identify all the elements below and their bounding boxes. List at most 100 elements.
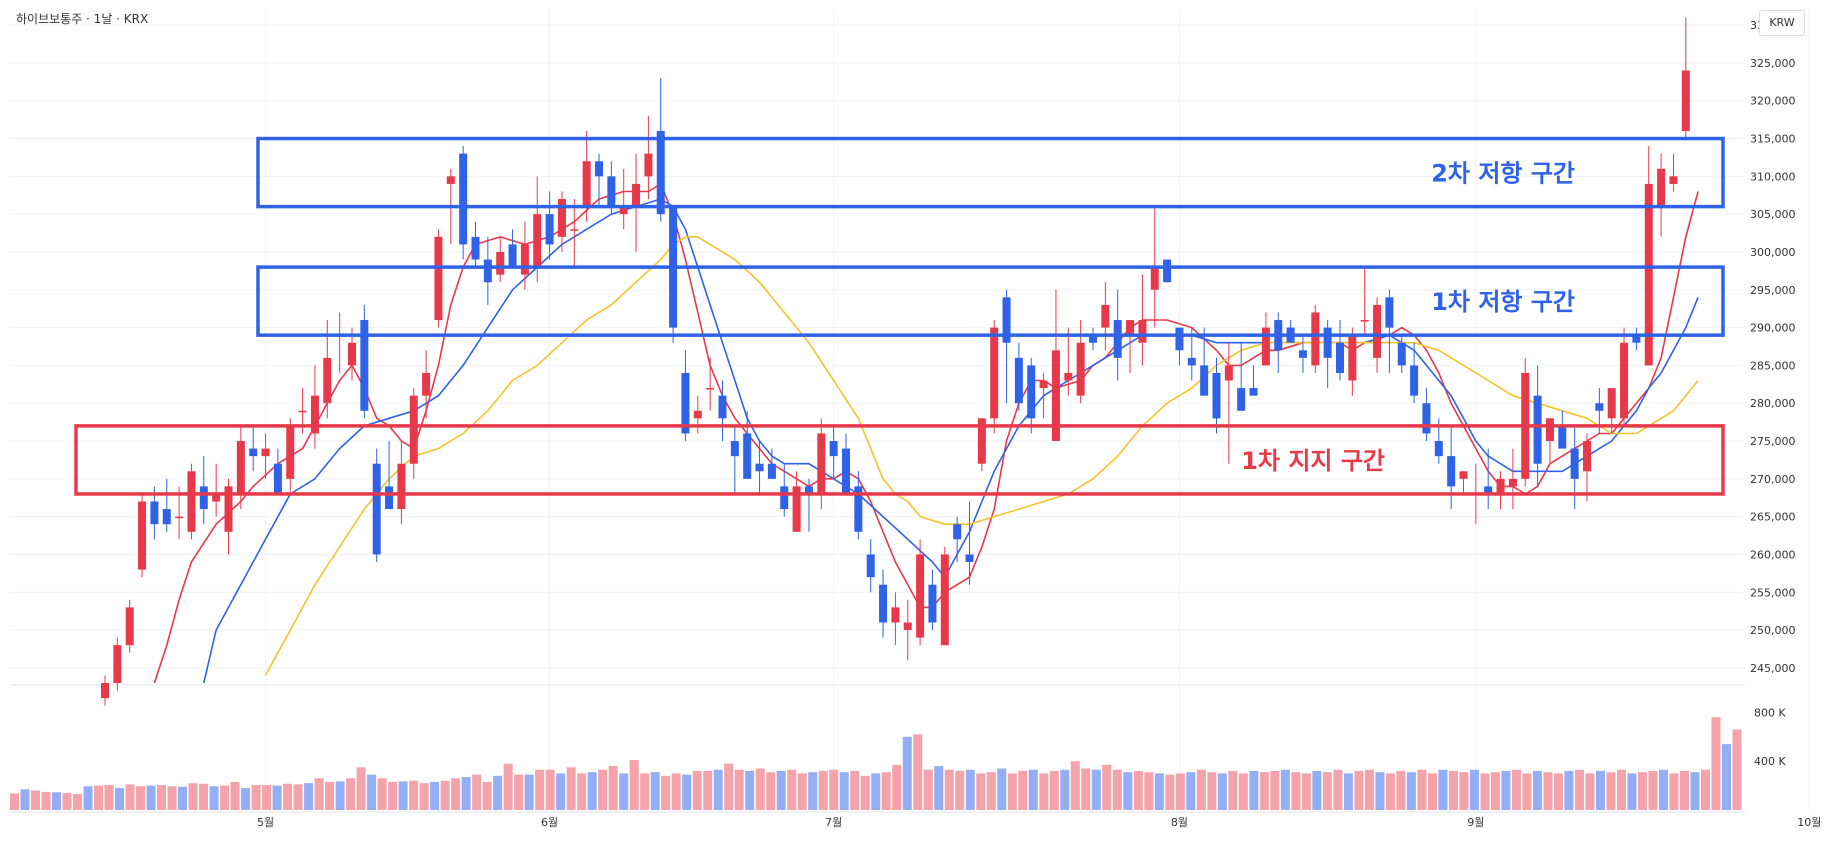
x-tick-label: 9월: [1467, 816, 1484, 829]
candle-body: [1447, 456, 1456, 487]
volume-bar: [1196, 769, 1206, 810]
candle-body: [1051, 350, 1060, 442]
volume-bar: [1396, 770, 1406, 810]
candle-body: [632, 183, 641, 207]
volume-bar: [587, 772, 597, 810]
volume-bar: [41, 791, 51, 810]
y-tick-label: 320,000: [1750, 95, 1796, 108]
volume-bar: [1574, 769, 1584, 810]
volume-bar: [1322, 772, 1332, 810]
volume-bar: [409, 780, 419, 810]
volume-bar: [860, 775, 870, 810]
y-tick-label: 245,000: [1750, 662, 1796, 675]
candle-body: [1570, 448, 1579, 479]
candle-body: [977, 418, 986, 464]
volume-bar: [545, 769, 555, 810]
candle-body: [1311, 312, 1320, 366]
volume-bar: [220, 785, 230, 810]
volume-bar: [661, 775, 671, 810]
volume-bar: [1007, 773, 1017, 810]
volume-bar: [1480, 773, 1490, 810]
candle-body: [224, 486, 233, 532]
candle-body: [286, 425, 295, 479]
volume-bar: [167, 786, 177, 810]
candle-body: [1237, 388, 1246, 411]
candle-body: [570, 229, 579, 231]
candle-body: [1101, 304, 1110, 328]
volume-bar: [766, 772, 776, 810]
candle-body: [212, 493, 221, 502]
volume-bar: [1186, 772, 1196, 810]
candle-body: [298, 410, 307, 413]
x-tick-label: 7월: [825, 816, 842, 829]
volume-bar: [1207, 772, 1217, 810]
volume-bar: [20, 789, 30, 810]
volume-bar: [1585, 773, 1595, 810]
volume-bar: [1354, 770, 1364, 810]
volume-bar: [934, 766, 944, 810]
candle-body: [150, 501, 159, 525]
volume-bar: [241, 788, 251, 810]
candle-body: [1681, 70, 1690, 131]
candle-body: [187, 471, 196, 532]
candle-body: [1027, 365, 1036, 419]
candle-body: [965, 554, 974, 563]
volume-bar: [209, 786, 219, 810]
candle-body: [533, 214, 542, 268]
candle-body: [236, 441, 245, 494]
volume-bar: [1448, 770, 1458, 810]
volume-bar: [1627, 773, 1637, 810]
volume-bar: [640, 773, 650, 810]
volume-bar: [1070, 761, 1080, 810]
candle-body: [1187, 357, 1196, 366]
volume-bar: [829, 769, 839, 810]
candle-body: [1298, 350, 1307, 358]
candle-body: [385, 486, 394, 510]
volume-bar: [115, 788, 125, 810]
volume-bar: [1669, 773, 1679, 810]
volume-bar: [1406, 772, 1416, 810]
volume-bar: [986, 772, 996, 810]
candle-body: [545, 214, 554, 245]
candle-body: [1508, 478, 1517, 487]
volume-bar: [1595, 770, 1605, 810]
zone-resistance: [256, 265, 1725, 337]
volume-bar: [10, 793, 20, 810]
volume-bar: [1679, 770, 1689, 810]
y-tick-label: 295,000: [1750, 284, 1796, 297]
zone-label: 2차 저항 구간: [1431, 160, 1575, 188]
volume-bar: [1144, 772, 1154, 810]
zone-label: 1차 저항 구간: [1431, 288, 1575, 316]
candle-body: [1348, 335, 1357, 381]
candle-body: [508, 244, 517, 268]
volume-bar: [125, 784, 135, 810]
candle-body: [348, 342, 356, 366]
candle-body: [1089, 335, 1097, 343]
volume-bar: [892, 764, 902, 810]
candle-body: [1249, 388, 1258, 396]
volume-bar: [356, 767, 366, 810]
candle-body: [829, 441, 838, 457]
volume-bar: [776, 770, 786, 810]
volume-bar: [850, 770, 860, 810]
candle-body: [1669, 176, 1678, 184]
candle-body: [459, 153, 468, 245]
candle-body: [434, 236, 443, 321]
volume-bar: [1511, 769, 1521, 810]
chart-title: 하이브보통주 · 1날 · KRX: [16, 12, 149, 26]
candle-body: [1039, 380, 1048, 389]
volume-bar: [461, 777, 471, 810]
candle-body: [804, 486, 813, 494]
volume-bar: [1123, 772, 1133, 810]
volume-bar: [272, 785, 282, 810]
volume-bar: [1427, 773, 1437, 810]
candle-body: [1014, 357, 1023, 404]
volume-bar: [535, 769, 545, 810]
zone-label: 1차 지지 구간: [1241, 447, 1385, 475]
candle-body: [903, 622, 912, 631]
volume-bar: [566, 767, 576, 810]
currency-toggle[interactable]: KRW: [1759, 10, 1805, 36]
candle-body: [1360, 320, 1369, 322]
volume-bar: [377, 778, 387, 810]
candle-body: [1150, 267, 1159, 290]
